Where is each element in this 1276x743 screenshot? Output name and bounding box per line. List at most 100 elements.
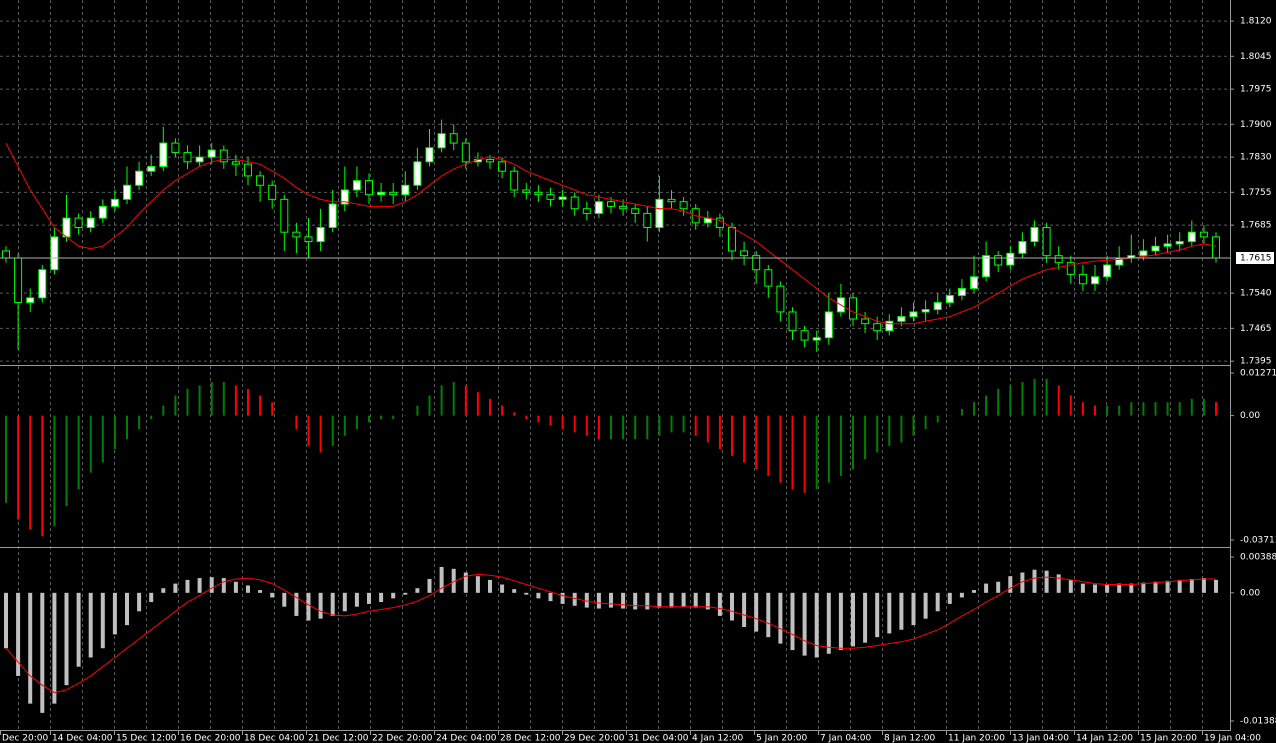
macd-bar xyxy=(1044,570,1049,593)
histogram-bar xyxy=(888,415,891,446)
x-tick-label: 18 Dec 04:00 xyxy=(244,734,305,743)
histogram-bar xyxy=(1057,385,1060,416)
histogram-bar xyxy=(452,382,455,416)
histogram-bar xyxy=(1033,378,1036,416)
histogram-bar xyxy=(65,415,68,507)
histogram-bar xyxy=(852,415,854,470)
histogram-bar xyxy=(53,415,56,527)
candle-body xyxy=(945,295,954,304)
macd-bar xyxy=(1056,574,1061,593)
histogram-bar xyxy=(5,415,7,503)
current-price-label: 1.7615 xyxy=(1240,253,1272,263)
x-tick-label: Dec 20:00 xyxy=(2,734,48,743)
x-tick-label: 22 Dec 20:00 xyxy=(372,734,433,743)
macd-bar xyxy=(548,592,553,602)
macd-bar xyxy=(838,592,843,651)
histogram-bar xyxy=(404,415,407,417)
y-tick-label: 1.7685 xyxy=(1240,221,1272,231)
histogram-bar xyxy=(610,415,612,440)
x-tick-label: 28 Dec 12:00 xyxy=(500,734,561,743)
macd-bar xyxy=(717,592,722,616)
candle-body xyxy=(1018,241,1027,254)
y-tick-label: 0.01271 xyxy=(1240,369,1276,379)
macd-bar xyxy=(705,592,710,610)
macd-bar xyxy=(657,592,662,608)
candle-body xyxy=(1066,262,1075,275)
histogram-bar xyxy=(973,402,975,416)
candle-body xyxy=(558,196,567,200)
histogram-bar xyxy=(1094,405,1096,416)
candle-body xyxy=(643,212,652,229)
macd-bar xyxy=(282,592,287,607)
candle-body xyxy=(921,309,930,313)
macd-bar xyxy=(863,592,868,643)
candle-body xyxy=(1187,231,1196,243)
histogram-bar xyxy=(126,415,128,440)
macd-bar xyxy=(16,592,21,676)
histogram-bar xyxy=(585,415,588,436)
candle-body xyxy=(98,205,107,219)
histogram-bar xyxy=(634,415,637,440)
macd-bar xyxy=(1117,583,1122,593)
macd-bar xyxy=(1165,580,1170,593)
histogram-bar xyxy=(706,415,709,443)
macd-bar xyxy=(76,592,81,667)
histogram-bar xyxy=(259,395,262,416)
macd-bar xyxy=(560,592,565,604)
macd-bar xyxy=(185,579,190,593)
x-tick-label: 29 Dec 20:00 xyxy=(564,734,625,743)
candle-body xyxy=(437,133,446,149)
macd-bar xyxy=(1214,579,1218,593)
macd-bar xyxy=(161,588,166,593)
histogram-bar xyxy=(101,415,104,463)
macd-bar xyxy=(887,592,892,634)
candle-body xyxy=(776,285,785,313)
candle-body xyxy=(449,133,458,144)
histogram-bar xyxy=(1178,402,1181,416)
candle-body xyxy=(413,161,422,186)
candle-body xyxy=(546,194,555,200)
histogram-bar xyxy=(392,415,395,419)
candle-body xyxy=(873,323,882,332)
macd-bar xyxy=(984,583,989,593)
macd-bar xyxy=(1201,578,1206,593)
histogram-bar xyxy=(283,415,286,417)
histogram-bar xyxy=(815,415,818,490)
candle-body xyxy=(38,269,47,299)
macd-bar xyxy=(318,592,323,619)
macd-bar xyxy=(536,592,541,599)
indicator-line xyxy=(5,573,1216,694)
candle-body xyxy=(1091,276,1099,285)
histogram-bar xyxy=(670,415,673,433)
histogram-bar xyxy=(368,415,370,423)
histogram-bar xyxy=(1021,382,1024,416)
histogram-bar xyxy=(89,415,92,473)
candle-body xyxy=(377,191,386,196)
candle-body xyxy=(788,311,797,332)
macd-bar xyxy=(488,579,492,593)
candle-body xyxy=(389,191,398,196)
histogram-bar xyxy=(174,395,177,416)
candle-body xyxy=(849,297,857,320)
y-tick-label: 1.7830 xyxy=(1240,153,1272,163)
macd-bar xyxy=(1020,572,1025,593)
candle-body xyxy=(171,142,180,153)
histogram-bar xyxy=(355,415,358,430)
candle-body xyxy=(982,255,991,278)
candle-body xyxy=(667,198,676,203)
macd-bar xyxy=(342,592,347,612)
macd-bar xyxy=(500,584,505,593)
candle-body xyxy=(570,196,579,210)
candle-body xyxy=(195,156,204,163)
macd-bar xyxy=(209,577,214,593)
histogram-bar xyxy=(1215,402,1217,416)
candle-body xyxy=(1175,241,1184,245)
macd-bar xyxy=(173,583,178,593)
candle-body xyxy=(26,297,35,304)
macd-bar xyxy=(609,592,613,608)
x-tick-label: 31 Dec 04:00 xyxy=(628,734,689,743)
candle-body xyxy=(631,208,640,214)
candle-body xyxy=(933,302,942,311)
x-tick-label: 19 Jan 04:00 xyxy=(1204,734,1261,743)
